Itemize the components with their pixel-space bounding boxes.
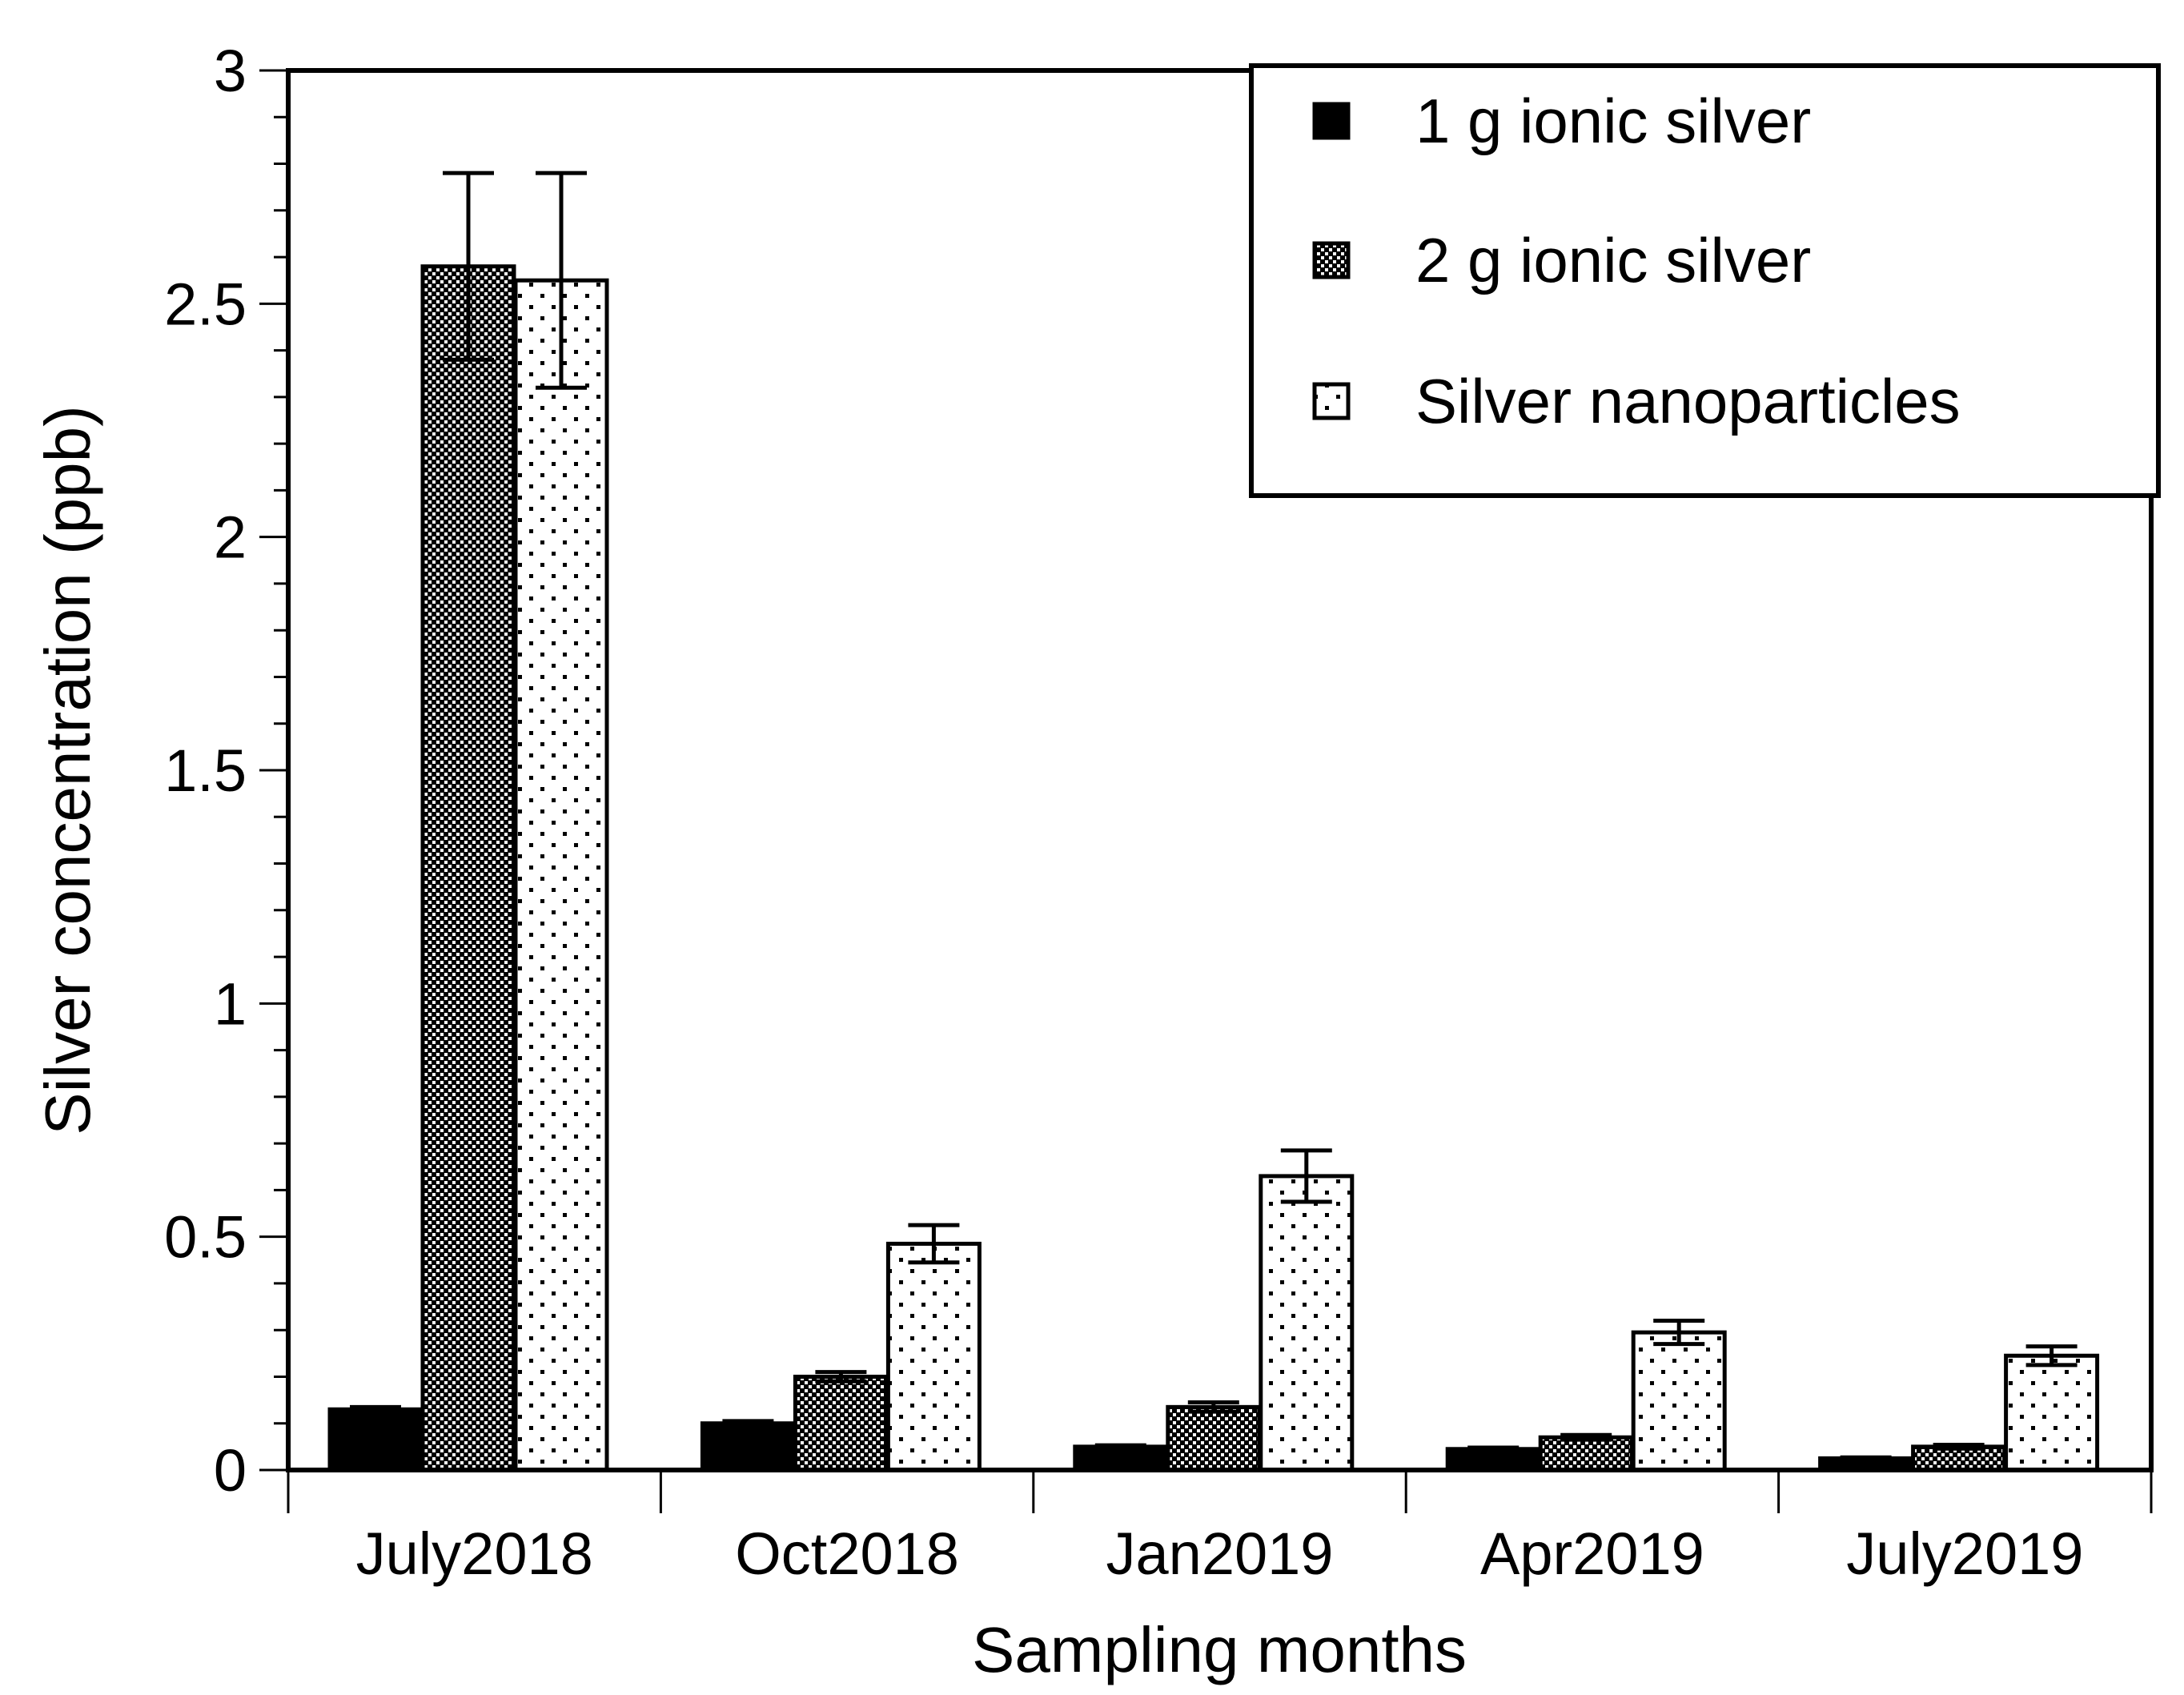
error-bar [1187,1400,1239,1414]
error-bar [908,1223,960,1265]
bar [1073,1444,1169,1472]
error-bar [1467,1445,1520,1453]
bar [1166,1404,1262,1472]
bar [1538,1435,1634,1472]
legend-label: 2 g ionic silver [1415,225,1811,295]
bar [420,264,516,1472]
legend-label: 1 g ionic silver [1415,86,1811,156]
error-bar [1560,1432,1612,1442]
error-bar [536,171,587,390]
legend-swatch [1312,382,1351,420]
bar [327,1407,424,1472]
bar [2004,1353,2100,1472]
error-bar [1840,1455,1892,1462]
bar [513,278,609,1472]
bar [1631,1330,1727,1472]
legend-label: Silver nanoparticles [1415,366,1961,436]
x-axis: July2018 Oct2018 Jan2019 Apr2019 July2019 [287,1470,2153,1587]
y-tick-label: 3 [214,38,247,104]
y-tick-label: 1.5 [164,737,247,804]
error-bar [2025,1344,2078,1368]
y-tick-label: 2 [214,504,247,571]
bar [885,1241,982,1472]
x-tick-label: Oct2018 [735,1520,959,1587]
y-tick-label: 1 [214,970,247,1037]
y-axis-title: Silver concentration (ppb) [32,405,103,1135]
y-tick-label: 2.5 [164,271,247,337]
bar [700,1421,796,1472]
y-tick-label: 0.5 [164,1204,247,1271]
error-bar [443,171,494,362]
x-axis-title: Sampling months [972,1614,1467,1685]
legend-box [1249,63,2161,498]
bar [793,1374,889,1472]
y-axis: 0 0.5 1 1.5 2 2.5 3 [164,38,288,1504]
x-tick-label: Apr2019 [1480,1520,1704,1587]
legend-items: 1 g ionic silver 2 g ionic silver Silver n… [1312,86,1961,436]
error-bar [1653,1319,1705,1347]
legend-swatch [1312,241,1351,279]
x-tick-label: July2019 [1846,1520,2083,1587]
x-tick-label: July2018 [356,1520,593,1587]
error-bar [1280,1148,1332,1204]
bar [1259,1174,1355,1472]
legend: 1 g ionic silver 2 g ionic silver Silver n… [1249,63,2161,498]
error-bar [1933,1443,1985,1451]
legend-item: 2 g ionic silver [1312,225,1811,295]
error-bar [350,1404,401,1414]
legend-swatch [1312,102,1351,140]
legend-item: Silver nanoparticles [1312,366,1961,436]
error-bar [815,1370,867,1384]
error-bar [1094,1443,1146,1451]
legend-item: 1 g ionic silver [1312,86,1811,156]
error-bars-layer [350,171,2078,1462]
y-tick-label: 0 [214,1437,247,1504]
x-tick-label: Jan2019 [1106,1520,1334,1587]
error-bar [722,1419,774,1428]
